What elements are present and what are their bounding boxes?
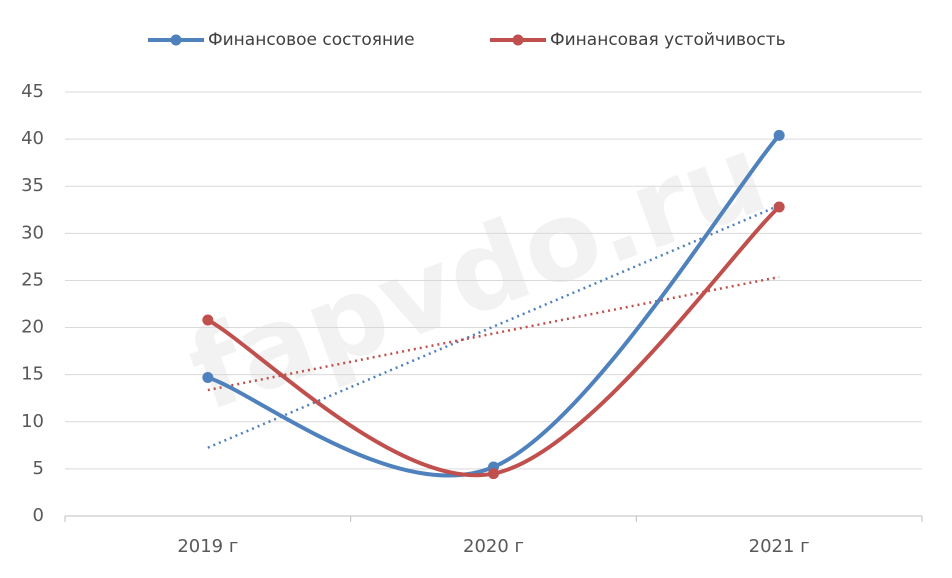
- y-tick-label: 25: [21, 269, 44, 290]
- y-tick-label: 30: [21, 222, 44, 243]
- y-tick-label: 0: [33, 505, 44, 526]
- legend-marker: [512, 34, 524, 46]
- y-tick-label: 35: [21, 175, 44, 196]
- y-tick-label: 45: [21, 81, 44, 102]
- point: [773, 201, 785, 213]
- legend-label: Финансовое состояние: [208, 30, 415, 50]
- point: [202, 314, 214, 326]
- trendline: [207, 204, 780, 449]
- legend-marker: [170, 34, 182, 46]
- point: [202, 371, 214, 383]
- point: [773, 129, 785, 141]
- point: [488, 468, 499, 480]
- legend-label: Финансовая устойчивость: [550, 30, 786, 50]
- x-tick-label: 2020 г: [463, 536, 524, 557]
- y-tick-label: 5: [33, 458, 44, 479]
- series-line: [205, 133, 782, 478]
- x-tick-label: 2019 г: [177, 536, 238, 557]
- y-tick-label: 20: [21, 317, 44, 338]
- y-tick-label: 40: [21, 128, 44, 149]
- trendline: [207, 275, 780, 392]
- y-tick-label: 10: [21, 411, 44, 432]
- y-tick-label: 15: [21, 364, 44, 385]
- x-tick-label: 2021 г: [749, 536, 810, 557]
